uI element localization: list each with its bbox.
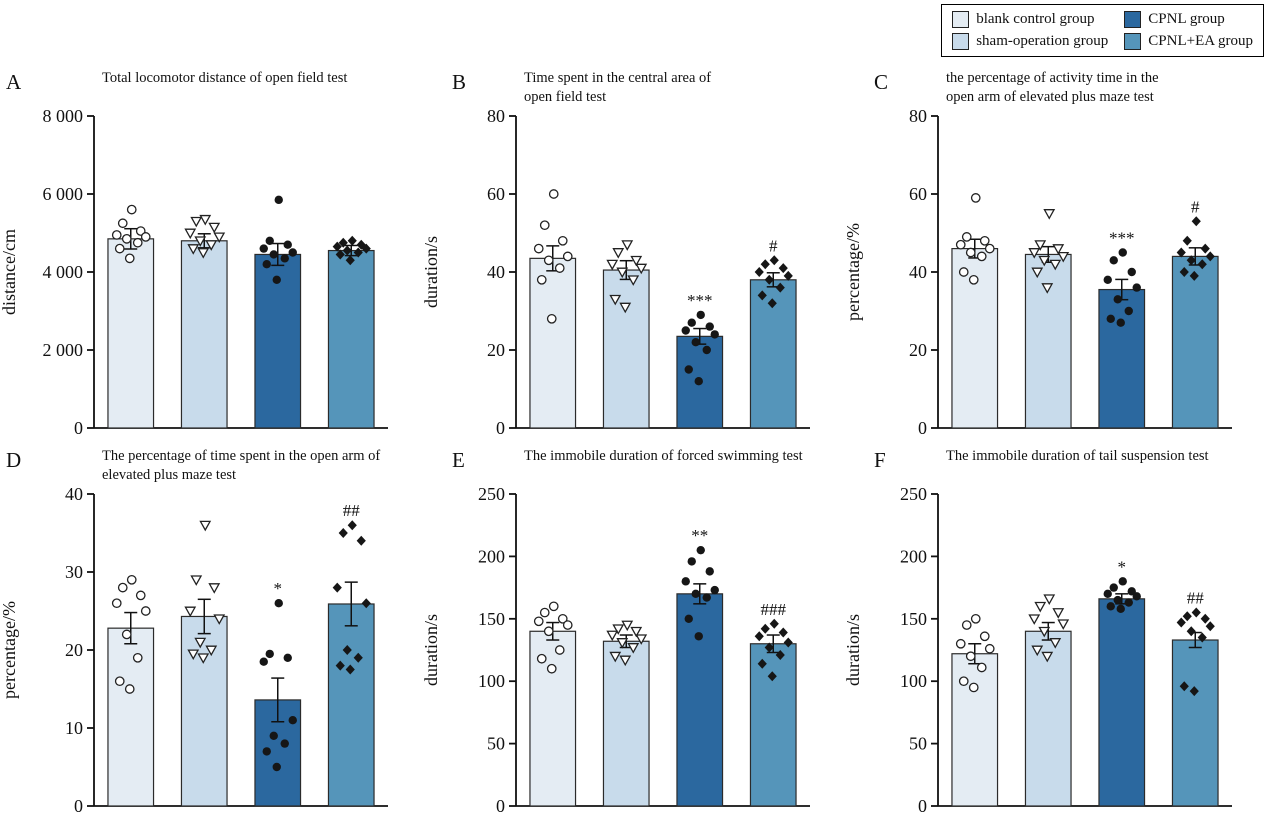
chart-central-area-time: Time spent in the central area of open fi… [422,70,810,438]
svg-text:0: 0 [74,796,83,816]
legend-swatch-cpnl [1124,11,1142,28]
svg-text:***: *** [687,291,713,310]
svg-text:percentage/%: percentage/% [844,223,863,321]
svg-text:50: 50 [909,734,927,754]
svg-text:0: 0 [496,418,505,438]
legend-item-cpnl-ea: CPNL+EA group [1124,33,1253,50]
svg-text:0: 0 [74,418,83,438]
chart-open-arm-activity-time: the percentage of activity time in the op… [844,70,1232,438]
panel-letter-d: D [6,448,22,472]
svg-text:40: 40 [487,262,505,282]
svg-text:Time spent in the central area: Time spent in the central area of [524,70,711,86]
svg-text:200: 200 [478,546,505,566]
legend-swatch-cpnl-ea [1124,33,1142,50]
svg-text:duration/s: duration/s [422,614,441,686]
svg-text:0: 0 [918,796,927,816]
svg-text:200: 200 [900,546,927,566]
svg-text:#: # [1191,197,1200,216]
svg-text:250: 250 [478,484,505,504]
legend-label-cpnl-ea: CPNL+EA group [1148,33,1253,49]
legend: blank control group CPNL group sham-oper… [941,4,1264,57]
chart-open-arm-time-percentage: The percentage of time spent in the open… [0,448,388,816]
svg-text:**: ** [691,526,708,545]
svg-text:##: ## [1187,589,1205,608]
svg-text:20: 20 [65,640,83,660]
svg-text:#: # [769,236,778,255]
panel-f: F The immobile duration of tail suspensi… [844,444,1266,822]
svg-text:80: 80 [909,106,927,126]
svg-text:2 000: 2 000 [43,340,84,360]
svg-text:60: 60 [487,184,505,204]
svg-text:0: 0 [918,418,927,438]
svg-text:100: 100 [478,671,505,691]
svg-text:6 000: 6 000 [43,184,84,204]
legend-swatch-blank-control [952,11,970,28]
svg-text:20: 20 [909,340,927,360]
panel-letter-f: F [874,448,886,472]
svg-text:duration/s: duration/s [422,236,441,308]
svg-text:150: 150 [900,609,927,629]
panel-letter-a: A [6,70,22,94]
svg-text:##: ## [343,501,361,520]
legend-item-cpnl: CPNL group [1124,11,1253,28]
panel-b: B Time spent in the central area of open … [422,66,844,444]
svg-text:4 000: 4 000 [43,262,84,282]
legend-label-blank-control: blank control group [976,11,1095,27]
panel-c: C the percentage of activity time in the… [844,66,1266,444]
svg-text:*: * [1118,557,1127,576]
svg-text:80: 80 [487,106,505,126]
panel-d: D The percentage of time spent in the op… [0,444,422,822]
svg-text:open arm of elevated plus maze: open arm of elevated plus maze test [946,89,1154,105]
svg-text:###: ### [761,600,787,619]
chart-locomotor-distance: Total locomotor distance of open field t… [0,70,388,438]
svg-text:60: 60 [909,184,927,204]
svg-text:Total locomotor distance of op: Total locomotor distance of open field t… [102,70,347,86]
charts-grid: A Total locomotor distance of open field… [0,66,1266,822]
svg-text:*: * [274,579,283,598]
legend-swatch-sham-operation [952,33,970,50]
svg-text:20: 20 [487,340,505,360]
panel-letter-e: E [452,448,465,472]
svg-text:8 000: 8 000 [43,106,84,126]
svg-text:30: 30 [65,562,83,582]
svg-text:The percentage of time spent i: The percentage of time spent in the open… [102,448,380,464]
legend-item-blank-control: blank control group [952,11,1108,28]
svg-text:250: 250 [900,484,927,504]
legend-label-cpnl: CPNL group [1148,11,1225,27]
svg-text:50: 50 [487,734,505,754]
svg-text:100: 100 [900,671,927,691]
svg-text:elevated plus maze test: elevated plus maze test [102,467,236,483]
chart-forced-swimming-immobile: The immobile duration of forced swimming… [422,448,810,816]
svg-text:The immobile duration of tail: The immobile duration of tail suspension… [946,448,1209,464]
panel-e: E The immobile duration of forced swimmi… [422,444,844,822]
svg-text:the percentage of activity tim: the percentage of activity time in the [946,70,1159,86]
svg-text:150: 150 [478,609,505,629]
svg-text:40: 40 [65,484,83,504]
panel-letter-b: B [452,70,467,94]
svg-text:distance/cm: distance/cm [0,229,19,315]
svg-text:The immobile duration of force: The immobile duration of forced swimming… [524,448,803,464]
panel-letter-c: C [874,70,889,94]
legend-label-sham-operation: sham-operation group [976,33,1109,49]
legend-item-sham-operation: sham-operation group [952,33,1108,50]
panel-a: A Total locomotor distance of open field… [0,66,422,444]
chart-tail-suspension-immobile: The immobile duration of tail suspension… [844,448,1232,816]
svg-text:open field test: open field test [524,89,606,105]
svg-text:40: 40 [909,262,927,282]
svg-text:10: 10 [65,718,83,738]
svg-text:***: *** [1109,229,1135,248]
svg-text:duration/s: duration/s [844,614,863,686]
svg-text:0: 0 [496,796,505,816]
svg-text:percentage/%: percentage/% [0,601,19,699]
